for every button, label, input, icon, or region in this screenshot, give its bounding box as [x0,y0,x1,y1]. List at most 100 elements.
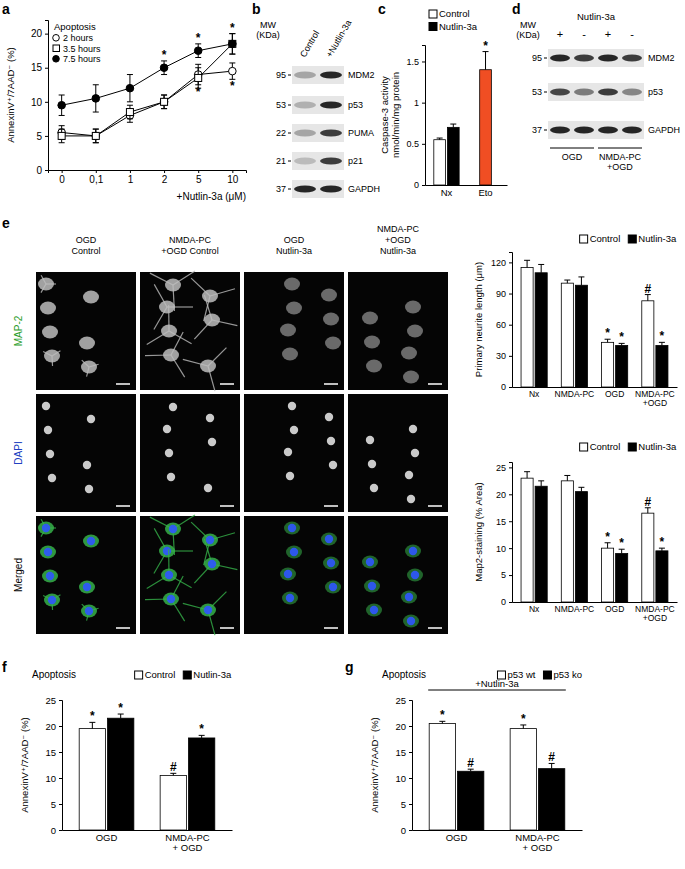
significance: * [196,85,201,99]
marker [161,98,168,105]
tick: 25 [496,463,512,473]
cell-soma [321,289,337,302]
tick: 5 [401,799,412,810]
cell-soma [405,301,421,314]
tick: 30 [496,351,512,361]
tick: 0 [59,170,65,185]
scale-bar [428,627,442,629]
cell-soma [284,278,300,291]
nucleus [290,548,298,556]
tick: 5 [36,131,48,142]
error-line [567,475,568,480]
tick: 0 [51,825,62,836]
micrograph [36,272,136,390]
tick: 1.5 [406,57,425,67]
error-cap [59,95,65,96]
blot-band [320,186,342,193]
tick-label: 25 [496,463,506,473]
nucleus [44,548,52,556]
blot-strip [292,96,344,114]
micrograph-bg [348,516,448,634]
annotations: **#* [605,282,664,345]
tick-mark [409,778,412,779]
scale-bar [324,505,338,507]
plot-area [429,721,565,830]
annotations: * [483,39,488,53]
panel-letter: d [512,1,521,17]
cell-soma [81,361,97,374]
tick-label: 20 [395,721,406,732]
mw-tick [288,189,291,190]
chart-title: Apoptosis [382,669,426,680]
micrograph-bg [348,394,448,512]
nucleus [368,460,376,468]
tick-label: OGD [96,832,118,843]
chart: **#*0510152025NxNMDA-PCOGDNMDA-PC+OGDMap… [473,463,678,624]
tick: OGD [605,602,624,614]
tick-mark [62,170,63,173]
tick-label: NMDA-PC+OGD [635,389,675,408]
tick-mark [45,68,48,69]
nucleus [327,559,335,567]
lane-label: + [605,28,611,40]
error-bar [229,63,235,79]
micrograph [140,515,240,635]
line [62,44,233,136]
legend-label: Control [590,441,621,452]
cell-soma [325,581,341,594]
tick-label: 0 [414,180,419,190]
legend-item: 7.5 hours [53,54,101,64]
tick-label: 1.5 [406,57,419,67]
column-header: NMDA-PC [169,235,211,245]
tick: NMDA-PC+ OGD [515,830,559,853]
micrograph-bg [244,272,344,390]
blot-band [598,55,618,62]
column-header: +OGD Control [161,246,218,256]
tick-label: 1 [414,98,419,108]
error-bar [450,124,456,127]
cell-soma [204,558,220,571]
bar [538,769,564,830]
nucleus [370,606,378,614]
cell-soma [40,302,56,315]
nucleus [325,413,333,421]
tick-label: 25 [45,695,56,706]
tick: 20 [45,721,62,732]
significance: * [440,708,445,722]
legend-label: 2 hours [63,33,94,43]
error-bar [127,109,133,123]
row-label: MAP-2 [13,315,24,346]
cell-soma [366,604,382,617]
error-cap [229,54,235,55]
tick-label: OGD [446,832,468,843]
bar [447,127,459,185]
lane-label: - [630,28,634,40]
mw-label: (KDa) [256,30,280,40]
error-cap [93,142,99,143]
legend: Control Nutlin-3a [580,441,677,452]
cell-soma [407,325,423,338]
bar [575,285,587,387]
scale-bar [324,627,338,629]
bar [458,771,484,830]
nucleus [327,437,335,445]
legend-swatch [580,443,588,451]
micrograph-bg [140,394,240,512]
cell-soma [362,556,378,569]
error-bar [127,75,133,102]
nucleus [42,402,50,410]
legend-swatch [135,671,143,679]
error-bar [59,129,65,143]
tick: 15 [496,517,512,527]
tick: 20 [31,28,48,39]
cell-soma [403,371,419,384]
cell-soma [405,545,421,558]
legend: ControlNutlin-3a [580,233,677,244]
tick-mark [509,467,512,468]
nucleus [284,570,292,578]
error-cap [564,280,570,281]
blot-strip [292,152,344,170]
axis: 0306090120 [491,253,513,393]
micrograph-bg [244,516,344,634]
legend-item: Nutlin-3a [628,441,677,452]
